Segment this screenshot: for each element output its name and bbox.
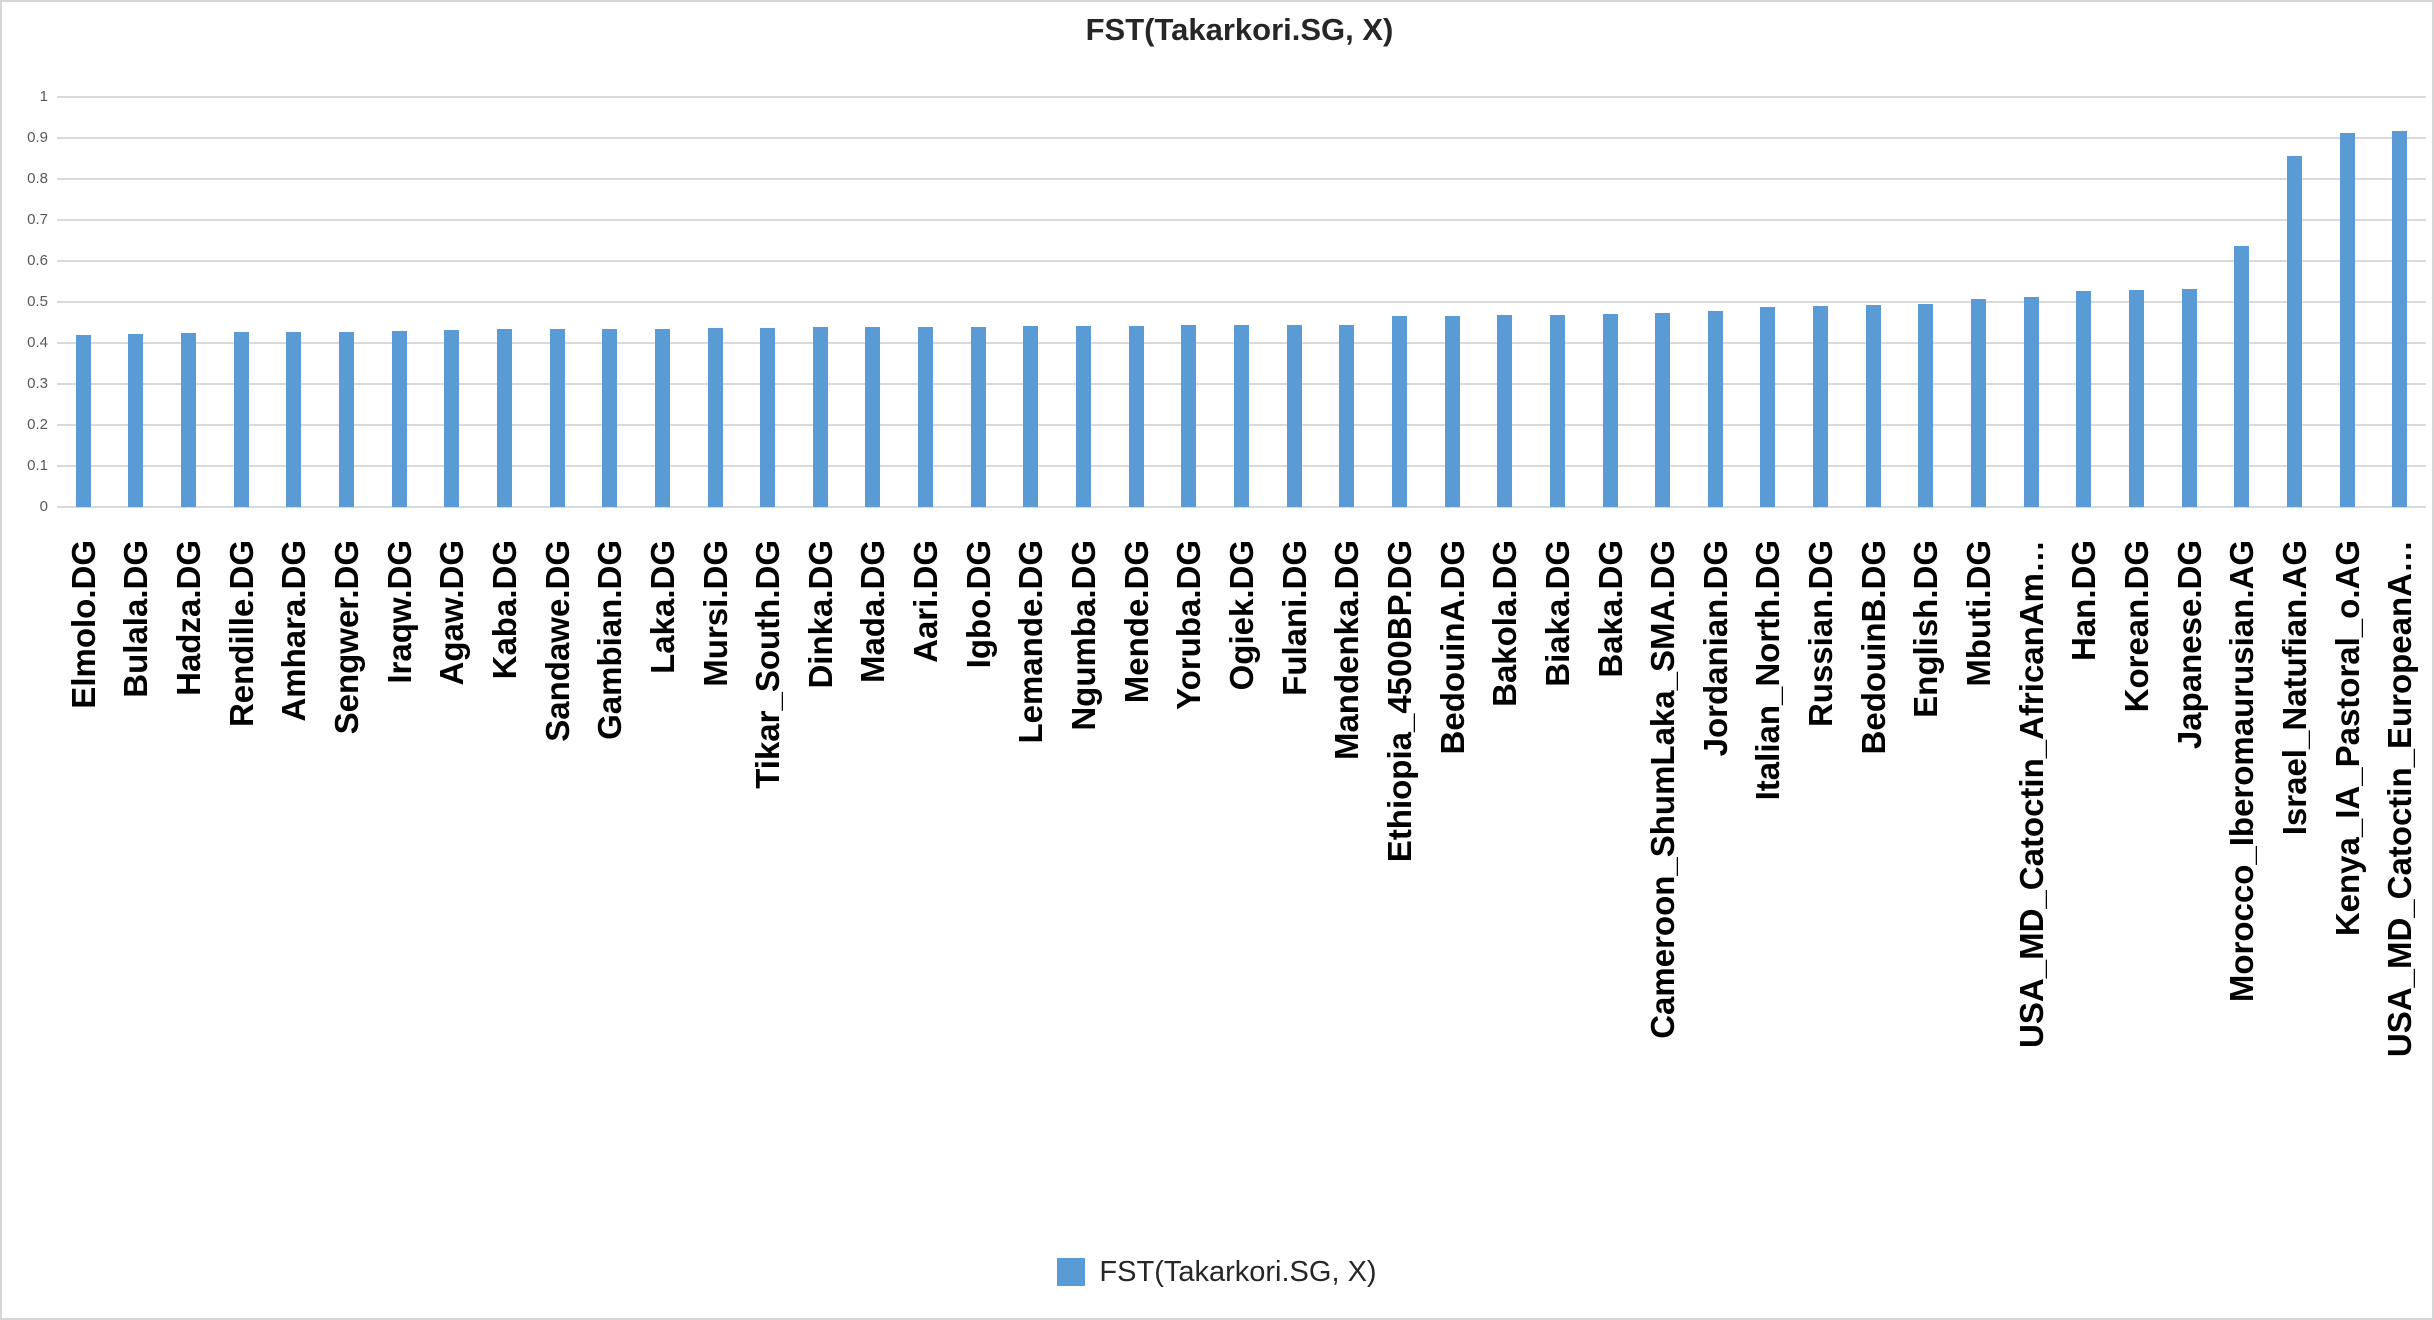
bar[interactable] — [391, 331, 407, 507]
bar[interactable] — [1549, 314, 1565, 507]
bar[interactable] — [2339, 133, 2355, 507]
gridline — [57, 178, 2426, 180]
bar[interactable] — [1339, 324, 1355, 507]
y-axis-tick-label: 0.4 — [27, 334, 48, 351]
bar[interactable] — [2128, 290, 2144, 507]
gridline — [57, 137, 2426, 139]
bar[interactable] — [1181, 325, 1197, 507]
bar[interactable] — [1444, 315, 1460, 507]
y-axis-tick-label: 0.1 — [27, 457, 48, 474]
gridline — [57, 96, 2426, 98]
legend-swatch — [1057, 1258, 1086, 1286]
bar[interactable] — [760, 327, 776, 507]
bar[interactable] — [2181, 289, 2197, 507]
bar[interactable] — [2023, 297, 2039, 507]
bar[interactable] — [339, 331, 355, 507]
bar[interactable] — [128, 333, 144, 507]
bar[interactable] — [75, 334, 91, 507]
bar[interactable] — [707, 328, 723, 507]
bar[interactable] — [1813, 306, 1829, 507]
gridline — [57, 301, 2426, 303]
y-axis-tick-label: 0.3 — [27, 375, 48, 392]
plot-area: 0 0.1 0.2 0.3 0.4 0.5 0.6 0.7 0.8 0.9 1 Elmolo.DG Bu… — [2, 2, 2432, 1242]
gridline — [57, 506, 2426, 508]
bar[interactable] — [1497, 315, 1513, 507]
bar[interactable] — [2286, 156, 2302, 507]
bar[interactable] — [1602, 314, 1618, 507]
y-axis-tick-label: 0.9 — [27, 129, 48, 146]
bar[interactable] — [812, 327, 828, 507]
bar[interactable] — [1971, 299, 1987, 507]
gridline — [57, 260, 2426, 262]
bar[interactable] — [1234, 325, 1249, 507]
bar[interactable] — [2392, 130, 2408, 507]
legend-label: FST(Takarkori.SG, X) — [1099, 1255, 1377, 1288]
bar[interactable] — [654, 328, 670, 507]
bar[interactable] — [1918, 304, 1934, 507]
y-axis-tick-label: 0.2 — [27, 416, 48, 433]
bar[interactable] — [1076, 326, 1092, 507]
bar[interactable] — [1707, 311, 1723, 507]
bar[interactable] — [1655, 312, 1671, 507]
bar[interactable] — [2076, 291, 2092, 507]
y-axis-tick-label: 0 — [39, 498, 48, 515]
y-axis-tick-label: 1 — [39, 88, 48, 105]
bar[interactable] — [181, 332, 197, 507]
bar[interactable] — [1760, 307, 1776, 507]
bar[interactable] — [286, 331, 302, 507]
y-axis-tick-label: 0.6 — [27, 252, 48, 269]
bar[interactable] — [549, 329, 565, 507]
bar[interactable] — [233, 332, 249, 507]
bar[interactable] — [1128, 325, 1144, 507]
y-axis-tick-label: 0.8 — [27, 170, 48, 187]
y-axis-tick-label: 0.5 — [27, 293, 48, 310]
legend[interactable]: FST(Takarkori.SG, X) — [2, 1242, 2432, 1302]
bar[interactable] — [602, 329, 618, 507]
bar[interactable] — [444, 330, 460, 507]
bar[interactable] — [918, 326, 934, 507]
gridline — [57, 219, 2426, 221]
bar[interactable] — [496, 329, 512, 507]
chart-title: FST(Takarkori.SG, X) — [1085, 12, 1394, 47]
bar[interactable] — [865, 327, 881, 507]
bar[interactable] — [1286, 324, 1302, 507]
bar[interactable] — [970, 326, 986, 507]
bar[interactable] — [1023, 326, 1039, 507]
bar[interactable] — [1391, 316, 1407, 507]
bar[interactable] — [2234, 245, 2250, 507]
y-axis-tick-label: 0.7 — [27, 211, 48, 228]
bar[interactable] — [1865, 305, 1881, 507]
